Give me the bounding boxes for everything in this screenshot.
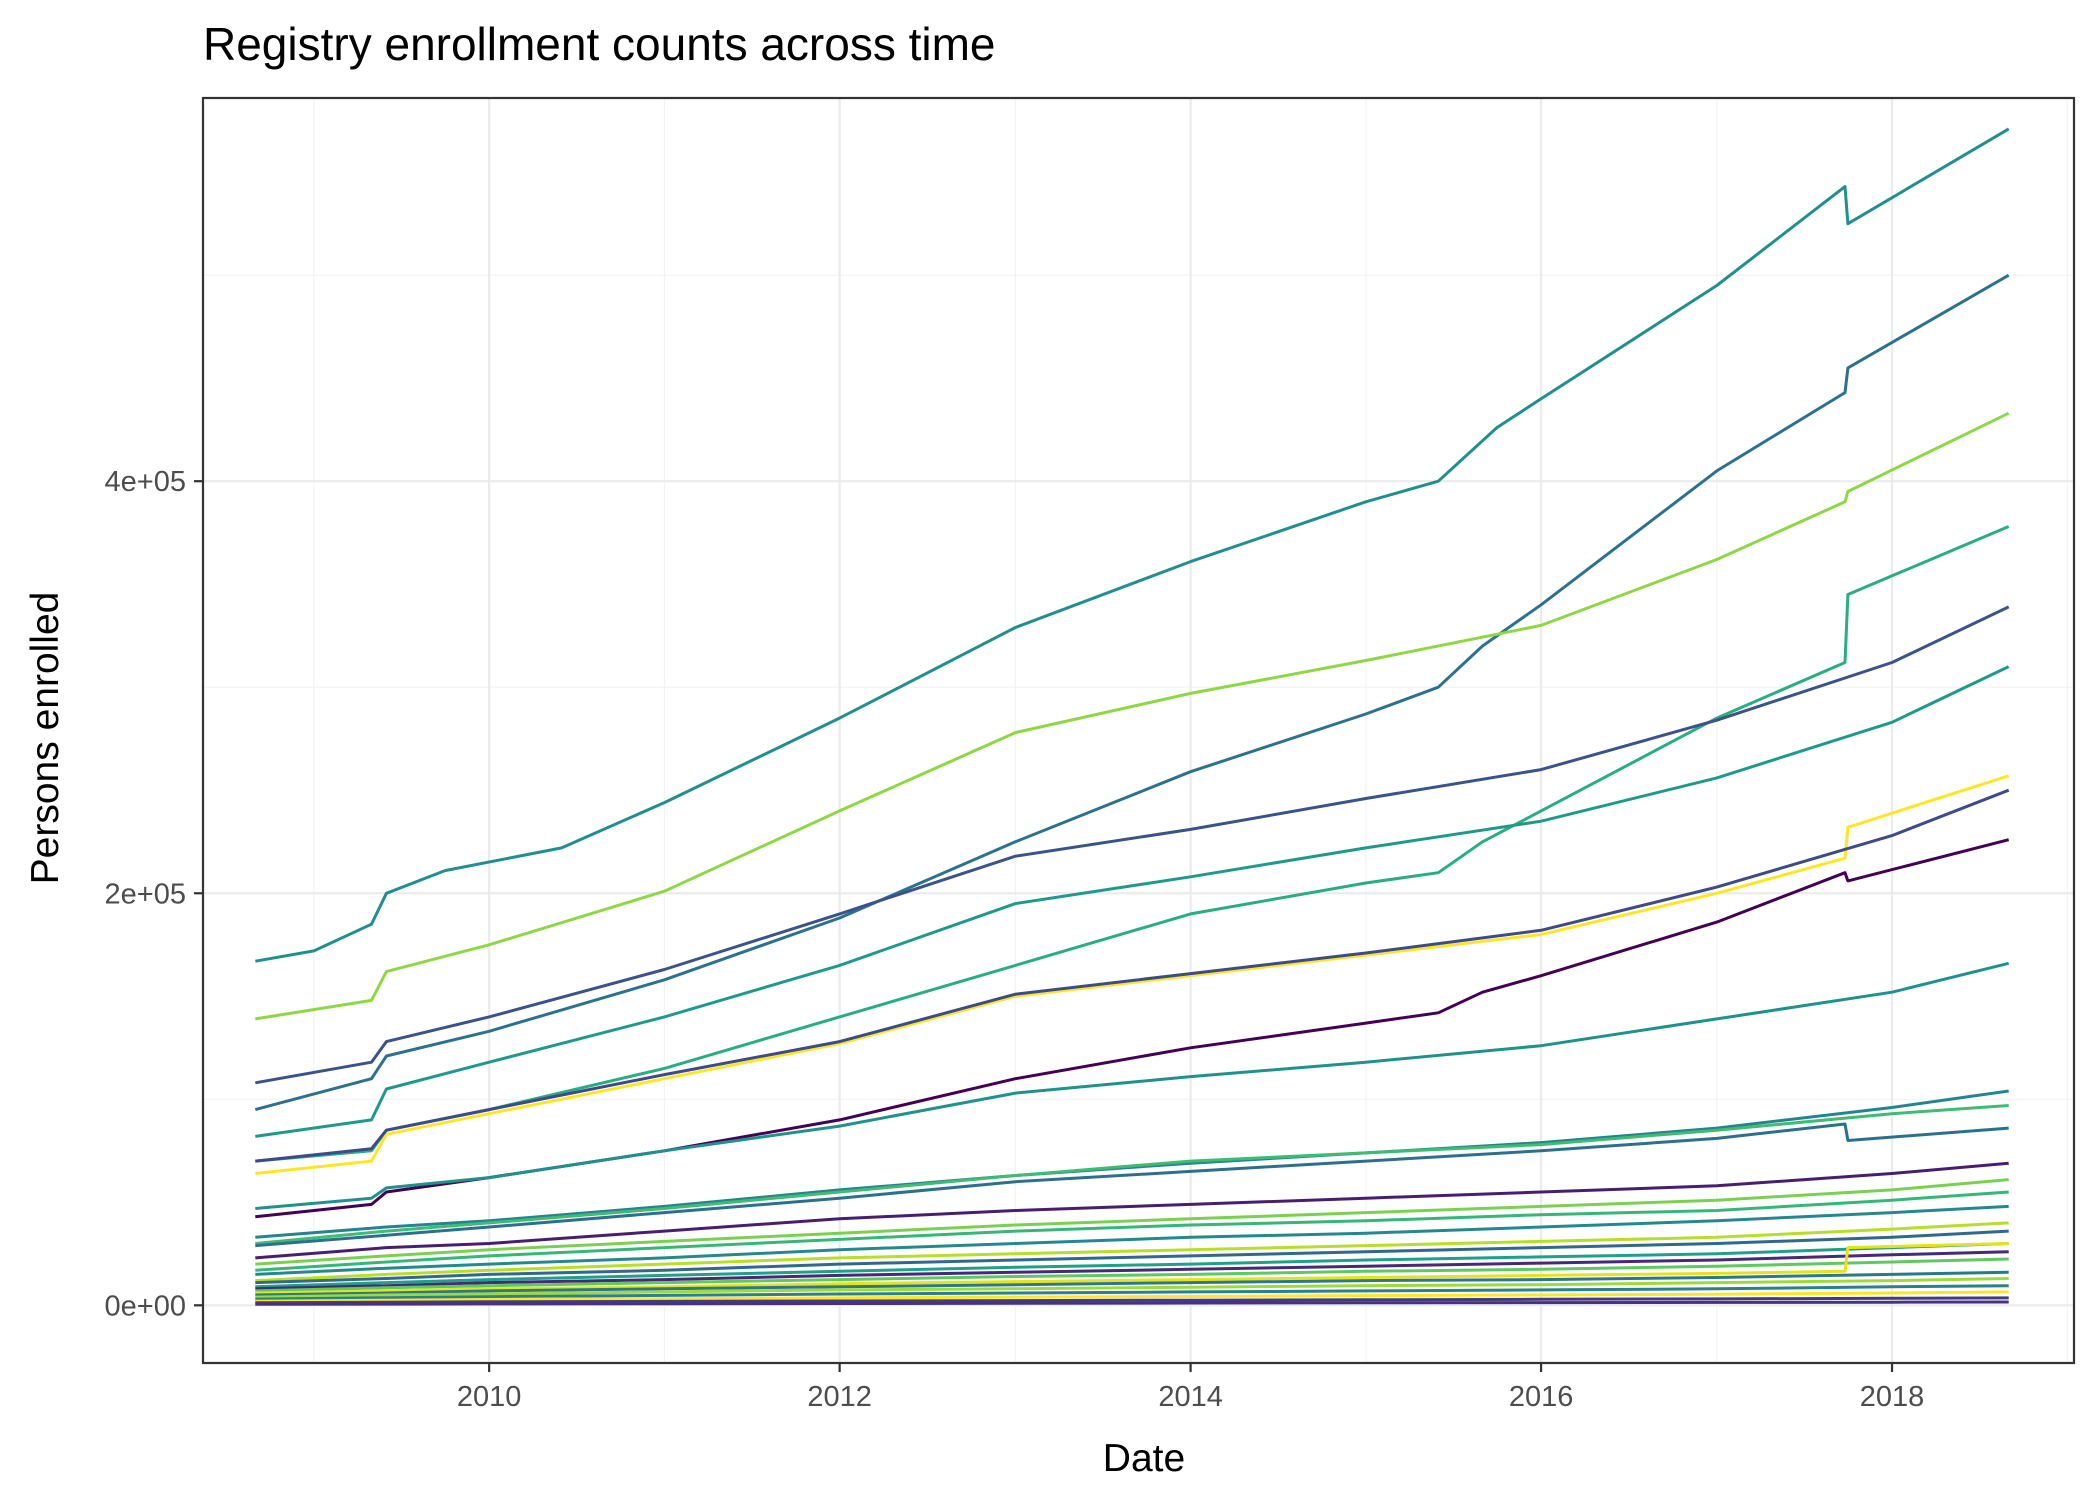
series-line-3 <box>255 411 2010 1021</box>
series-line-19 <box>255 1229 2009 1285</box>
y-tick-label: 0e+00 <box>105 1290 186 1322</box>
y-axis: 0e+00 2e+05 4e+05 <box>105 466 203 1322</box>
series-line-16 <box>255 1190 2009 1272</box>
series-line-27 <box>255 1290 2009 1303</box>
series-line-10 <box>255 961 2010 1210</box>
series-line-21 <box>255 1250 2009 1291</box>
y-tick-label: 4e+05 <box>105 466 186 498</box>
x-tick-label: 2018 <box>1860 1381 1925 1413</box>
y-tick-label: 2e+05 <box>105 878 186 910</box>
series-line-9 <box>255 838 2010 1219</box>
minor-gridlines <box>203 98 2074 1363</box>
series-line-6 <box>255 665 2010 1138</box>
x-tick-label: 2016 <box>1509 1381 1574 1413</box>
series-line-17 <box>255 1204 2009 1276</box>
y-axis-title: Persons enrolled <box>24 592 67 885</box>
series-line-24 <box>255 1270 2009 1297</box>
x-tick-label: 2012 <box>807 1381 872 1413</box>
series-line-7 <box>255 774 2010 1175</box>
series-line-23 <box>255 1242 2009 1295</box>
major-gridlines <box>203 98 2074 1363</box>
series-line-26 <box>255 1284 2009 1301</box>
x-axis: 2010 2012 2014 2016 2018 <box>457 1363 1924 1413</box>
series-line-25 <box>255 1277 2009 1299</box>
series-line-8 <box>255 788 2010 1163</box>
panel-border <box>201 96 2076 1365</box>
series-line-1 <box>255 127 2010 963</box>
series-line-22 <box>255 1257 2009 1293</box>
series-line-29 <box>255 1300 2009 1306</box>
chart-title: Registry enrollment counts across time <box>203 18 996 70</box>
series-line-15 <box>255 1178 2009 1266</box>
series-line-2 <box>254 273 2010 1112</box>
series-line-14 <box>255 1161 2009 1260</box>
series-line-20 <box>255 1242 2009 1289</box>
series-lines <box>254 127 2010 1306</box>
series-line-18 <box>255 1221 2009 1283</box>
x-axis-title: Date <box>1103 1437 1185 1480</box>
series-line-5 <box>255 605 2010 1085</box>
x-tick-label: 2010 <box>457 1381 522 1413</box>
x-tick-label: 2014 <box>1158 1381 1223 1413</box>
series-line-28 <box>255 1296 2009 1305</box>
series-line-12 <box>255 1104 2009 1245</box>
series-line-13 <box>255 1122 2009 1248</box>
